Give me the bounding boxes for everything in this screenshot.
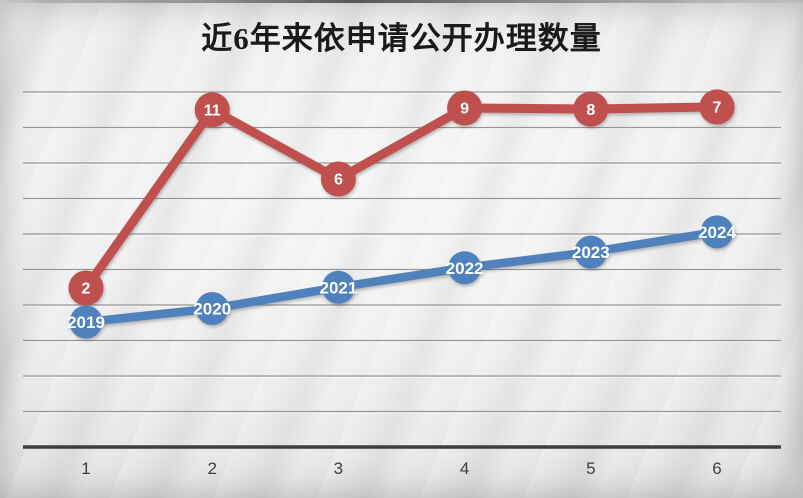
data-point-marker (320, 161, 356, 197)
data-point-marker (447, 90, 483, 126)
x-axis-label: 4 (460, 459, 469, 478)
data-point-marker (448, 251, 482, 285)
x-axis-label: 2 (207, 459, 216, 478)
data-point-label: 2020 (193, 300, 231, 319)
x-axis-label: 6 (712, 459, 721, 478)
data-point-marker (194, 92, 230, 128)
data-point-marker (699, 89, 735, 125)
data-point-marker (69, 305, 103, 339)
data-point-label: 11 (204, 103, 221, 120)
series-line-year (81, 227, 722, 327)
x-axis-label: 5 (586, 459, 595, 478)
x-axis-label: 3 (334, 459, 343, 478)
data-point-marker (574, 235, 608, 269)
data-point-label: 6 (334, 172, 343, 189)
x-axis-label: 1 (81, 459, 90, 478)
data-point-label: 7 (713, 100, 722, 117)
data-point-marker (321, 270, 355, 304)
data-point-label: 2022 (446, 259, 484, 278)
data-point-label: 2019 (67, 313, 105, 332)
data-point-label: 2024 (698, 223, 736, 242)
data-point-marker (700, 215, 734, 249)
data-point-label: 2021 (319, 278, 357, 297)
data-point-marker (573, 91, 609, 127)
data-point-label: 8 (586, 102, 595, 119)
series-year: 2019 2020 2021 2022 2023 2024 (67, 215, 736, 339)
series-line-applications-count (81, 102, 722, 293)
data-point-label: 9 (460, 101, 469, 118)
data-point-marker (68, 270, 104, 306)
data-point-marker (195, 292, 229, 326)
data-point-label: 2 (82, 281, 91, 298)
data-point-label: 2023 (572, 243, 610, 262)
series-applications-count: 2 11 6 9 8 7 (68, 89, 735, 306)
chart-title: 近6年来依申请公开办理数量 (201, 21, 602, 56)
